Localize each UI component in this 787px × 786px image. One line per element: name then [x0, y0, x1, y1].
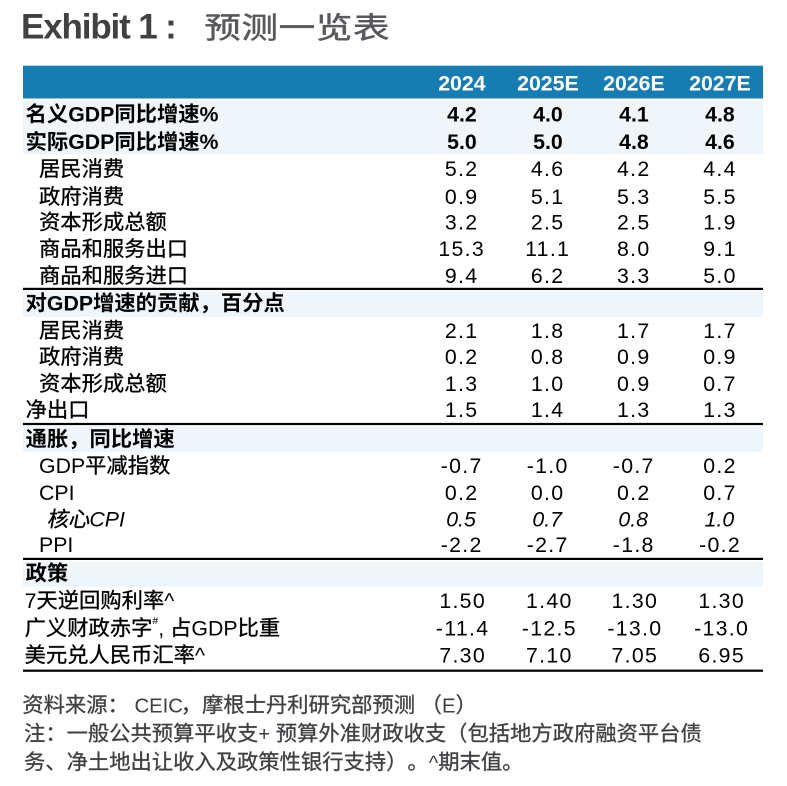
svg-text:0.2: 0.2 — [445, 481, 479, 505]
svg-text:2025E: 2025E — [517, 71, 579, 95]
svg-text:1.9: 1.9 — [703, 210, 737, 234]
svg-text:6.2: 6.2 — [531, 264, 565, 288]
svg-text:-0.7: -0.7 — [613, 454, 655, 478]
svg-text:%: % — [200, 102, 219, 126]
svg-text:0.9: 0.9 — [445, 185, 479, 209]
svg-text:2.5: 2.5 — [617, 210, 651, 234]
svg-text:-13.0: -13.0 — [607, 616, 662, 640]
svg-text:1.40: 1.40 — [526, 589, 573, 613]
svg-text:E: E — [442, 695, 456, 717]
svg-text:6.95: 6.95 — [698, 643, 745, 667]
svg-text:-12.5: -12.5 — [522, 616, 577, 640]
svg-text:%: % — [200, 130, 219, 154]
svg-text:0.7: 0.7 — [703, 481, 737, 505]
svg-text:7.05: 7.05 — [612, 643, 659, 667]
svg-text:^: ^ — [429, 752, 439, 774]
svg-text:4.4: 4.4 — [703, 157, 737, 181]
svg-text:0.5: 0.5 — [446, 508, 476, 532]
svg-text:CPI: CPI — [39, 481, 75, 505]
svg-text:CPI: CPI — [89, 508, 125, 532]
svg-text:7: 7 — [25, 589, 37, 613]
svg-text:4.0: 4.0 — [533, 102, 563, 126]
svg-text:0.7: 0.7 — [532, 508, 563, 532]
svg-text:0.2: 0.2 — [617, 481, 651, 505]
svg-text:5.0: 5.0 — [533, 130, 563, 154]
svg-text:2027E: 2027E — [689, 71, 751, 95]
svg-text:PPI: PPI — [39, 533, 73, 557]
svg-text:1.3: 1.3 — [703, 398, 737, 422]
svg-text:5.1: 5.1 — [531, 185, 565, 209]
svg-text:,: , — [158, 616, 164, 640]
svg-text:#: # — [152, 615, 158, 627]
svg-text:GDP: GDP — [191, 616, 237, 640]
svg-text:4.8: 4.8 — [705, 102, 735, 126]
svg-text:1.5: 1.5 — [445, 398, 479, 422]
svg-text:4.2: 4.2 — [447, 102, 477, 126]
svg-text:5.0: 5.0 — [447, 130, 477, 154]
svg-text:4.1: 4.1 — [619, 102, 649, 126]
svg-text:0.0: 0.0 — [531, 481, 565, 505]
svg-text:2.1: 2.1 — [445, 319, 479, 343]
svg-text:1.8: 1.8 — [531, 319, 565, 343]
svg-text:1.0: 1.0 — [705, 508, 735, 532]
svg-text:4.8: 4.8 — [619, 130, 649, 154]
svg-text:GDP: GDP — [68, 102, 114, 126]
svg-text:4.2: 4.2 — [617, 157, 651, 181]
svg-text:4.6: 4.6 — [705, 130, 735, 154]
svg-text:2026E: 2026E — [603, 71, 665, 95]
svg-text:GDP: GDP — [68, 130, 114, 154]
svg-text:^: ^ — [195, 643, 205, 667]
svg-text:1.50: 1.50 — [439, 589, 486, 613]
svg-text:^: ^ — [164, 589, 174, 613]
svg-text:1.4: 1.4 — [531, 398, 565, 422]
svg-text:-0.7: -0.7 — [441, 454, 483, 478]
svg-text:-11.4: -11.4 — [436, 616, 489, 640]
svg-text:-2.7: -2.7 — [527, 533, 569, 557]
svg-text:+: + — [258, 724, 270, 746]
svg-text:4.6: 4.6 — [531, 157, 565, 181]
svg-text:8.0: 8.0 — [617, 237, 651, 261]
svg-text:0.7: 0.7 — [703, 372, 737, 396]
svg-text:9.4: 9.4 — [445, 264, 479, 288]
svg-text:1.30: 1.30 — [698, 589, 745, 613]
svg-text:3.2: 3.2 — [445, 210, 479, 234]
svg-text:CEIC: CEIC — [134, 695, 182, 717]
svg-text:5.0: 5.0 — [703, 264, 737, 288]
svg-text:2024: 2024 — [438, 71, 486, 95]
svg-text:0.9: 0.9 — [617, 372, 651, 396]
svg-text:5.5: 5.5 — [703, 185, 737, 209]
svg-text:9.1: 9.1 — [703, 237, 737, 261]
svg-text:-1.8: -1.8 — [613, 533, 655, 557]
svg-text:1.7: 1.7 — [617, 319, 651, 343]
svg-text:7.10: 7.10 — [526, 643, 573, 667]
svg-text:0.2: 0.2 — [703, 454, 737, 478]
svg-text:-2.2: -2.2 — [441, 533, 483, 557]
svg-text:15.3: 15.3 — [438, 237, 485, 261]
svg-text:0.2: 0.2 — [445, 345, 479, 369]
svg-text:1.0: 1.0 — [531, 372, 565, 396]
svg-text:1.30: 1.30 — [612, 589, 659, 613]
svg-text:-0.2: -0.2 — [699, 533, 741, 557]
svg-text:1.3: 1.3 — [617, 398, 651, 422]
svg-text:1.7: 1.7 — [703, 319, 737, 343]
svg-text:0.9: 0.9 — [617, 345, 651, 369]
svg-text:1.3: 1.3 — [445, 372, 479, 396]
svg-text:0.9: 0.9 — [703, 345, 737, 369]
svg-text:2.5: 2.5 — [531, 210, 565, 234]
svg-text:Exhibit 1 :: Exhibit 1 : — [21, 8, 176, 47]
svg-text:0.8: 0.8 — [618, 508, 648, 532]
svg-text:5.2: 5.2 — [445, 157, 479, 181]
svg-text:-13.0: -13.0 — [694, 616, 749, 640]
svg-text:5.3: 5.3 — [617, 185, 651, 209]
svg-text:7.30: 7.30 — [439, 643, 486, 667]
svg-text:GDP: GDP — [47, 291, 93, 315]
svg-text:11.1: 11.1 — [525, 237, 570, 261]
svg-text:GDP: GDP — [39, 454, 85, 478]
svg-text:-1.0: -1.0 — [527, 454, 569, 478]
svg-text:3.3: 3.3 — [617, 264, 651, 288]
svg-text:0.8: 0.8 — [531, 345, 565, 369]
